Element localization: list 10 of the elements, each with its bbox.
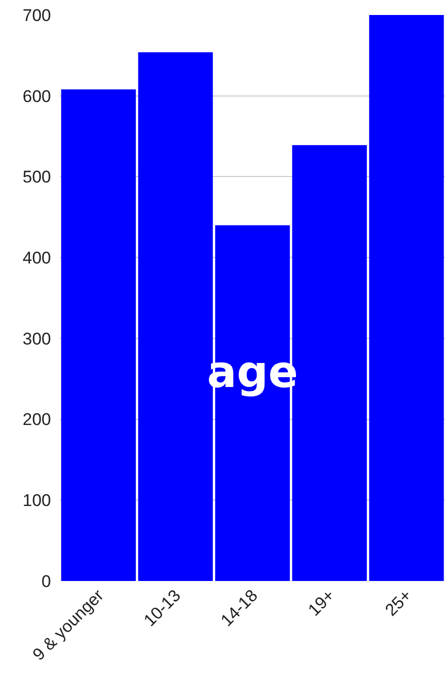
x-tick-label: 25+	[382, 586, 416, 620]
y-tick-label: 100	[22, 491, 51, 510]
y-tick-label: 600	[22, 86, 51, 106]
x-tick-label: 19+	[304, 586, 338, 620]
y-tick-label: 300	[22, 329, 51, 348]
y-tick-label: 500	[22, 168, 51, 187]
y-tick-label: 700	[22, 6, 51, 25]
y-tick-label: 0	[42, 572, 51, 591]
y-tick-label: 200	[22, 410, 51, 430]
y-tick-label: 400	[22, 248, 51, 268]
